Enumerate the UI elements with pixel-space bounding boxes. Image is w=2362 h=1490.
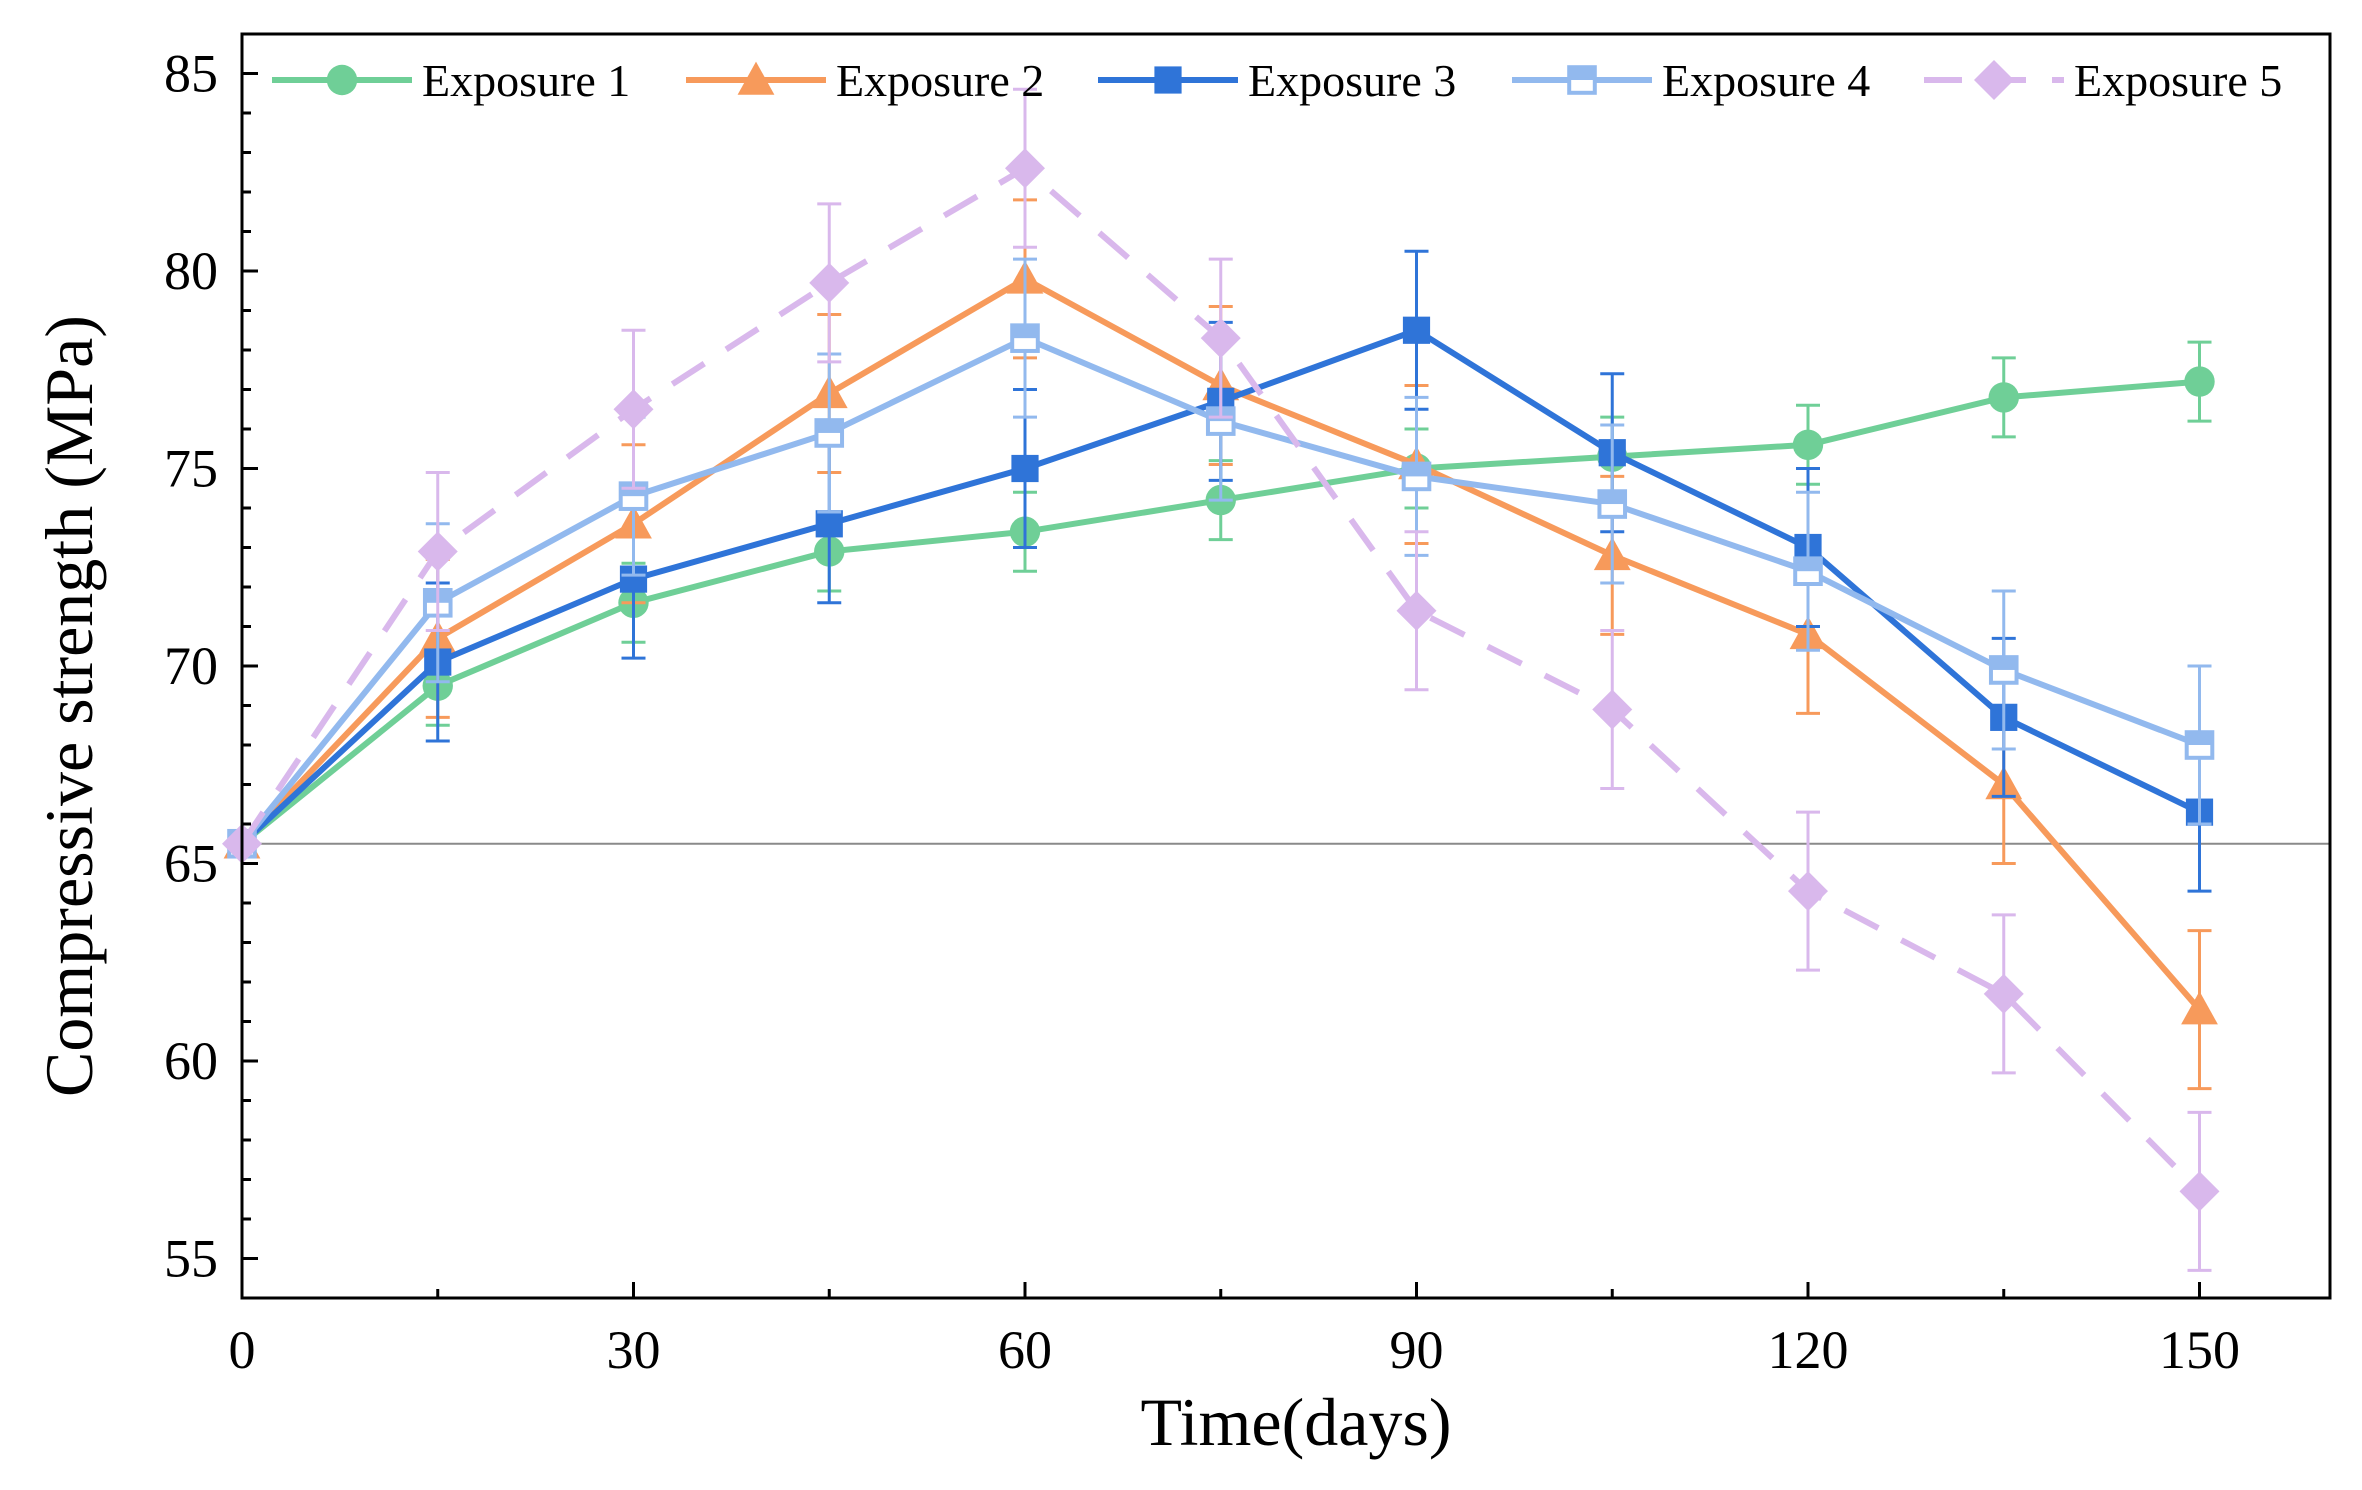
- x-axis-title: Time(days): [1140, 1384, 1451, 1460]
- y-tick-label: 75: [164, 439, 218, 499]
- x-tick-label: 90: [1390, 1320, 1444, 1380]
- data-point: [613, 389, 654, 430]
- legend-label: Exposure 1: [422, 55, 630, 106]
- data-point: [2184, 366, 2215, 397]
- series-layer: [222, 87, 2220, 1272]
- y-tick-label: 60: [164, 1031, 218, 1091]
- legend-item-4: Exposure 4: [1512, 55, 1870, 106]
- legend-label: Exposure 3: [1248, 55, 1456, 106]
- legend-item-3: Exposure 3: [1098, 55, 1456, 106]
- data-point: [814, 418, 845, 448]
- data-point: [1401, 461, 1432, 492]
- data-point: [1792, 429, 1824, 460]
- legend-label: Exposure 4: [1662, 55, 1870, 106]
- data-point: [1983, 973, 2024, 1014]
- data-point: [1793, 556, 1823, 587]
- data-point: [2181, 991, 2218, 1025]
- legend-marker: [1974, 60, 2014, 100]
- legend-item-1: Exposure 1: [272, 55, 630, 106]
- legend: Exposure 1 Exposure 2 Exposure 3 Exposure 4…: [272, 55, 2282, 106]
- data-point: [1396, 590, 1437, 631]
- data-point: [1597, 489, 1628, 519]
- axes-layer: 0 30 60 90 120 150 55 60 65 70 75 80 85: [164, 32, 2240, 1380]
- y-tick-label: 80: [164, 241, 218, 301]
- legend-item-5: Exposure 5: [1924, 55, 2282, 106]
- data-point: [1988, 655, 2019, 685]
- y-tick-label: 65: [164, 834, 218, 894]
- y-tick-label: 85: [164, 44, 218, 104]
- data-point: [1011, 454, 1039, 483]
- data-point: [2179, 1171, 2220, 1212]
- legend-marker: [737, 61, 775, 95]
- data-point: [1010, 323, 1040, 353]
- legend-marker: [1567, 65, 1597, 95]
- data-point: [1788, 871, 1828, 912]
- x-tick-label: 30: [607, 1320, 661, 1380]
- y-tick-label: 70: [164, 636, 218, 696]
- data-point: [1200, 318, 1241, 359]
- data-point: [1402, 316, 1431, 344]
- x-tick-label: 60: [998, 1320, 1052, 1380]
- legend-marker: [1154, 66, 1182, 94]
- data-point: [1592, 689, 1633, 730]
- data-point: [417, 531, 458, 572]
- legend-label: Exposure 5: [2074, 55, 2282, 106]
- data-point: [809, 262, 850, 303]
- data-point: [1988, 382, 2019, 413]
- legend-marker: [326, 64, 358, 96]
- data-point: [2184, 730, 2215, 760]
- x-tick-label: 0: [229, 1320, 256, 1380]
- y-axis-title: Compressive strength (MPa): [31, 315, 107, 1097]
- legend-label: Exposure 2: [836, 55, 1044, 106]
- legend-item-2: Exposure 2: [686, 55, 1044, 106]
- data-point: [1005, 148, 1045, 189]
- x-tick-label: 150: [2159, 1320, 2240, 1380]
- data-point: [815, 510, 843, 538]
- series-5: [222, 87, 2220, 1272]
- x-tick-label: 120: [1768, 1320, 1849, 1380]
- y-tick-label: 55: [164, 1229, 218, 1289]
